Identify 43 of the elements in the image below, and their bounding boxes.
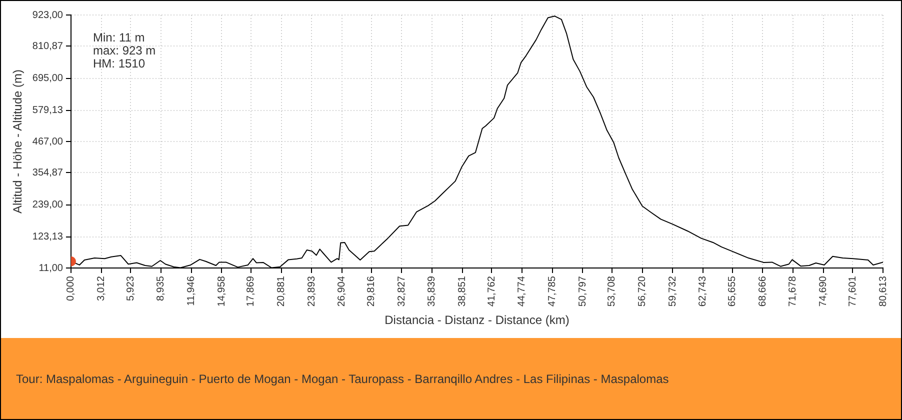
x-tick-label: 77,601: [847, 276, 858, 307]
y-tick-label: 579,13: [32, 105, 64, 116]
x-tick-label: 20,881: [276, 276, 288, 307]
y-tick-label: 467,00: [32, 136, 64, 148]
x-tick-label: 35,839: [426, 276, 438, 307]
x-tick-label: 32,827: [396, 276, 408, 307]
y-axis-title: Altitud - Höhe - Altitude (m): [10, 69, 25, 214]
x-tick-label: 80,613: [878, 276, 889, 307]
x-tick-label: 23,893: [306, 276, 318, 307]
y-tick-label: 123,13: [32, 232, 64, 243]
y-tick-label: 810,87: [32, 40, 64, 52]
text: Tour: Maspalomas - Arguineguin - Puerto de Mogan - Mogan - Tauropass - Barranqillo Andres - Las Filipinas - Maspalomas: [16, 372, 669, 386]
annotation: max: 923 m: [92, 43, 156, 58]
x-tick-label: 14,958: [216, 276, 228, 307]
x-tick-label: 3,012: [96, 276, 108, 302]
x-tick-label: 44,774: [516, 276, 528, 307]
x-tick-label: 17,869: [246, 276, 257, 307]
x-tick-label: 41,762: [486, 276, 498, 307]
annotation: HM: 1510: [92, 56, 146, 70]
x-tick-label: 62,743: [698, 276, 709, 307]
annotation: Min: 11 m: [92, 30, 145, 44]
x-tick-label: 47,785: [547, 276, 558, 307]
x-tick-label: 65,655: [727, 276, 738, 307]
x-tick-label: 50,797: [577, 276, 588, 307]
x-tick-label: 5,923: [125, 276, 136, 302]
x-tick-label: 8,935: [156, 276, 167, 302]
y-tick-label: 923,00: [32, 10, 64, 21]
y-tick-label: 239,00: [32, 200, 64, 211]
x-axis-title: Distancia - Distanz - Distance (km): [384, 313, 570, 328]
y-tick-label: 695,00: [32, 73, 64, 84]
x-tick-label: 56,720: [637, 276, 648, 307]
x-tick-label: 59,732: [667, 276, 678, 307]
x-tick-label: 68,666: [757, 276, 768, 307]
x-tick-label: 26,904: [336, 276, 348, 307]
x-tick-label: 74,690: [818, 276, 830, 307]
x-tick-label: 0,000: [66, 276, 77, 302]
y-tick-label: 354,87: [32, 167, 64, 178]
x-tick-label: 29,816: [366, 276, 378, 307]
x-tick-label: 53,708: [606, 276, 618, 307]
x-tick-label: 11,946: [186, 276, 198, 306]
y-tick-label: 11,00: [38, 262, 64, 274]
x-tick-label: 38,851: [457, 276, 468, 307]
x-tick-label: 71,678: [788, 276, 799, 307]
